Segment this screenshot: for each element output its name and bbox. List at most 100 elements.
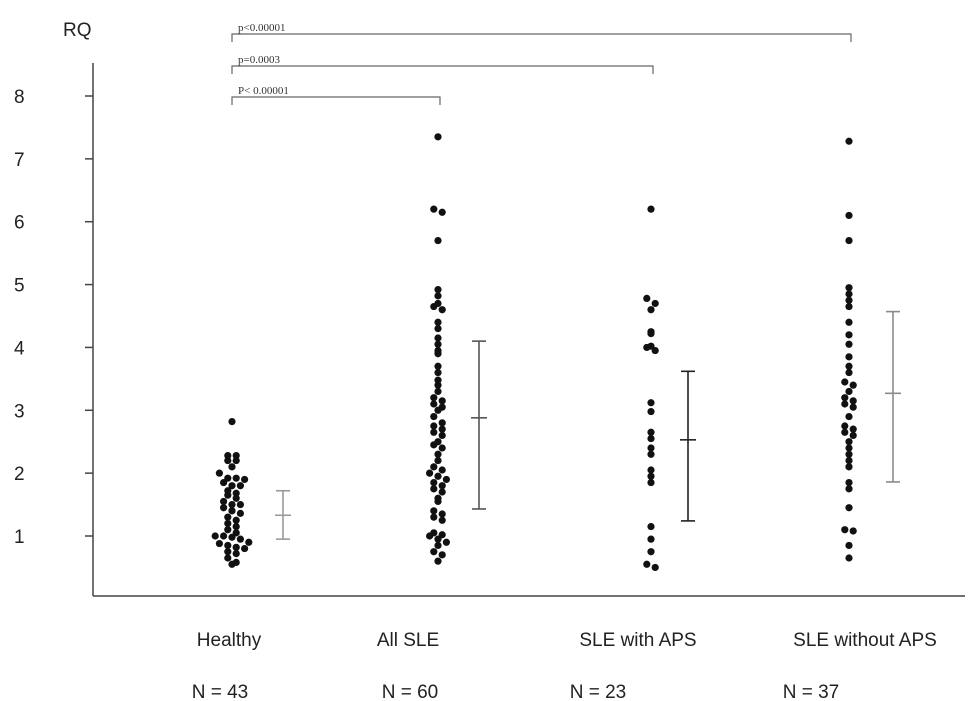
data-point [434,387,442,396]
category-label: All SLE [377,630,439,651]
significance-bracket [231,33,852,42]
data-point [434,541,442,550]
data-point [643,560,651,568]
data-point [241,544,249,553]
data-point [438,466,446,474]
data-point [643,294,651,302]
data-point [228,482,236,490]
data-point [647,428,655,436]
y-tick-label: 7 [14,150,25,171]
category-label: SLE without APS [793,630,937,651]
data-point [651,299,659,308]
data-point [220,532,228,540]
y-tick-label: 6 [14,213,25,234]
data-point [845,456,853,465]
data-point [434,286,442,294]
data-point [647,330,655,338]
data-point [647,466,655,474]
data-point [434,535,442,543]
significance-bracket [231,96,441,105]
data-point [245,538,253,546]
data-point [845,331,853,339]
y-ticks: 1 2 3 4 5 6 7 8 [14,87,93,548]
data-point [228,560,236,568]
data-point [438,488,446,496]
data-point [434,362,442,370]
significance-bracket [231,65,654,74]
y-tick-label: 1 [14,527,25,548]
data-point [651,563,659,572]
data-point [224,548,232,556]
data-point [434,324,442,333]
data-point [232,489,240,497]
data-point [442,538,450,546]
data-point [647,306,655,314]
data-point [438,444,446,452]
data-point [849,431,857,440]
category-labels: Healthy N = 43 All SLE N = 60 SLE with APS N … [192,630,937,701]
data-point [224,541,232,550]
data-point [438,431,446,440]
data-point [430,400,438,408]
data-point [841,422,849,430]
p-value-label: p=0.0003 [238,54,280,66]
data-point [224,526,232,534]
data-point [228,533,236,541]
data-point [438,397,446,405]
y-tick-label: 4 [14,338,25,359]
data-point [647,434,655,443]
data-point [430,507,438,515]
p-value-label: p<0.00001 [238,22,285,34]
data-point [220,504,228,512]
data-point [845,450,853,458]
data-point [232,516,240,524]
data-point [845,485,853,493]
data-point [849,397,857,405]
data-point [845,302,853,311]
data-point [241,475,249,484]
data-point [647,407,655,416]
data-point [232,474,240,482]
data-point [228,418,236,426]
data-point [845,290,853,298]
category-label: Healthy [197,630,262,651]
data-point [841,400,849,408]
data-point [647,450,655,458]
data-point [438,306,446,314]
data-point [220,478,228,487]
data-point [845,353,853,361]
data-point [434,381,442,389]
data-point [434,456,442,465]
data-point [647,535,655,543]
data-point [647,478,655,487]
data-point [438,551,446,559]
data-point [228,463,236,471]
y-tick-label: 2 [14,464,25,485]
data-point [845,137,853,145]
data-point [430,428,438,436]
data-point [236,500,244,509]
data-point [845,554,853,562]
data-point [434,318,442,326]
y-axis-title: RQ [63,20,92,41]
data-point [438,419,446,427]
data-point [211,532,219,540]
n-count-label: N = 37 [783,682,840,701]
data-point [845,211,853,220]
data-point [228,500,236,509]
y-tick-label: 3 [14,401,25,422]
data-point [434,450,442,458]
data-point [434,557,442,565]
data-point [845,236,853,245]
data-point [647,444,655,452]
data-point [845,463,853,471]
data-point [845,478,853,487]
data-point [845,387,853,396]
n-count-label: N = 60 [382,682,439,701]
data-point [426,532,434,540]
data-point [647,472,655,480]
data-point [849,403,857,411]
significance-brackets: P< 0.00001 p=0.0003 p<0.00001 [231,22,852,105]
data-point [438,510,446,518]
data-point [236,482,244,490]
